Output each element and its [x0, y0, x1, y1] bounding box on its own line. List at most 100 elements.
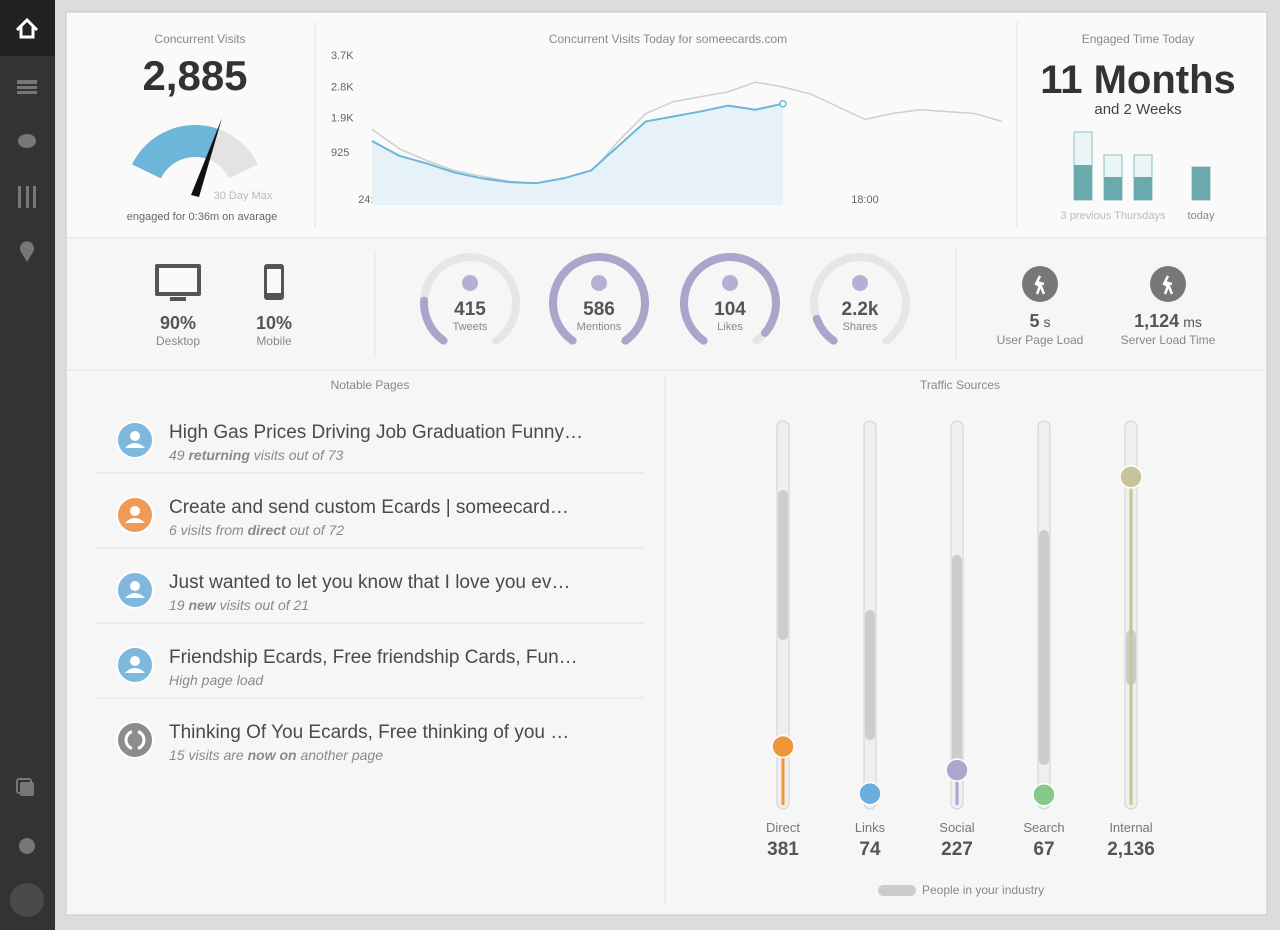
concurrent-label: Concurrent Visits — [154, 32, 245, 46]
page-title: Thinking Of You Ecards, Free thinking of… — [169, 722, 569, 743]
industry-range — [865, 609, 875, 741]
perf-unit: s — [1044, 314, 1051, 330]
bar-engaged — [1104, 177, 1122, 200]
slider-knob — [1119, 465, 1143, 489]
home-icon — [15, 17, 39, 39]
social-icon — [722, 275, 738, 291]
page-icon — [116, 721, 154, 759]
line — [371, 81, 1003, 185]
ring-fill — [812, 314, 838, 345]
person-head — [130, 431, 140, 441]
person-body — [125, 518, 145, 523]
industry-range — [952, 554, 962, 780]
source-value: 381 — [767, 839, 799, 860]
subtitle-part: High page load — [169, 672, 264, 688]
subtitle-part: 6 visits from — [169, 522, 248, 538]
page-title: Just wanted to let you know that I love … — [169, 572, 570, 593]
perf-number: 1,124 — [1134, 311, 1179, 331]
social-value: 104 — [714, 299, 746, 320]
source-value: 227 — [941, 839, 973, 860]
perf-unit: ms — [1183, 314, 1202, 330]
ring-fill — [549, 253, 649, 345]
industry-range — [778, 489, 788, 641]
home-button[interactable] — [0, 0, 55, 56]
engaged-sub: and 2 Weeks — [1094, 101, 1181, 118]
subtitle-part: another page — [297, 747, 384, 763]
social-icon — [591, 275, 607, 291]
gauge-needle — [191, 118, 222, 197]
y-tick-label: 2.8K — [331, 81, 354, 93]
subtitle-part: out of 72 — [286, 522, 345, 538]
source-label: Internal — [1109, 820, 1152, 835]
slider-knob — [858, 781, 882, 806]
line — [371, 102, 784, 185]
perf-value: 1,124 ms — [1134, 311, 1202, 331]
social-value: 2.2k — [842, 299, 879, 320]
subtitle-part: visits out of 21 — [216, 597, 309, 613]
ring-fill — [420, 296, 448, 345]
person-body — [125, 443, 145, 448]
source-label: Social — [939, 820, 975, 835]
engaged-label: Engaged Time Today — [1082, 32, 1195, 46]
device-value: 90% — [160, 313, 196, 333]
subtitle-part: 49 — [169, 447, 188, 463]
gauge-max-label: 30 Day Max — [214, 190, 273, 202]
page-title: Create and send custom Ecards | someecar… — [169, 497, 569, 518]
perf-label: Server Load Time — [1121, 333, 1216, 347]
page-subtitle: 6 visits from direct out of 72 — [169, 522, 344, 538]
person-body — [125, 593, 145, 598]
source-value: 74 — [859, 839, 881, 860]
social-label: Mentions — [577, 321, 622, 333]
page-subtitle: 49 returning visits out of 73 — [169, 447, 344, 463]
gauge-band — [132, 125, 218, 179]
bar-engaged — [1134, 177, 1152, 200]
engaged-value: 11 Months — [1040, 58, 1236, 102]
source-value: 67 — [1033, 839, 1054, 860]
subtitle-part: now on — [248, 747, 297, 763]
source-label: Search — [1023, 820, 1064, 835]
page-subtitle: 19 new visits out of 21 — [169, 597, 309, 613]
nav-icons[interactable] — [10, 80, 44, 917]
bar-engaged — [1192, 167, 1210, 200]
refresh-icon — [124, 730, 146, 750]
subtitle-part: 19 — [169, 597, 188, 613]
source-label: Direct — [766, 820, 800, 835]
chart-title: Concurrent Visits Today for someecards.c… — [549, 32, 787, 46]
perf-label: User Page Load — [997, 333, 1084, 347]
walker — [1034, 275, 1046, 295]
industry-range — [1039, 530, 1049, 766]
dividers — [67, 22, 1266, 905]
concurrent-value: 2,885 — [142, 52, 247, 99]
page-subtitle: 15 visits are now on another page — [169, 747, 383, 763]
slider-knob — [1032, 782, 1056, 807]
y-tick-label: 3.7K — [331, 50, 354, 62]
social-label: Shares — [843, 321, 878, 333]
legend-label: People in your industry — [922, 883, 1044, 897]
page-title: Friendship Ecards, Free friendship Cards… — [169, 647, 578, 668]
end-marker — [779, 100, 787, 108]
device-label: Desktop — [156, 334, 200, 348]
device-icons — [155, 264, 284, 301]
y-tick-label: 1.9K — [331, 113, 354, 125]
today-label: today — [1188, 210, 1215, 222]
source-label: Links — [855, 820, 886, 835]
slider-knob — [945, 758, 969, 782]
subtitle-part: new — [188, 597, 216, 613]
previous-label: 3 previous Thursdays — [1061, 210, 1166, 222]
perf-number: 5 — [1029, 311, 1039, 331]
social-icon — [462, 275, 478, 291]
slider-knob — [771, 734, 795, 759]
traffic-title: Traffic Sources — [920, 378, 1000, 392]
social-icon — [852, 275, 868, 291]
person-head — [130, 506, 140, 516]
bar-engaged — [1074, 165, 1092, 200]
legend-swatch — [878, 885, 916, 896]
social-value: 415 — [454, 299, 486, 320]
person-head — [130, 581, 140, 591]
social-label: Likes — [717, 321, 743, 333]
x-tick-label: 18:00 — [851, 194, 879, 206]
social-label: Tweets — [453, 321, 488, 333]
device-label: Mobile — [256, 334, 292, 348]
